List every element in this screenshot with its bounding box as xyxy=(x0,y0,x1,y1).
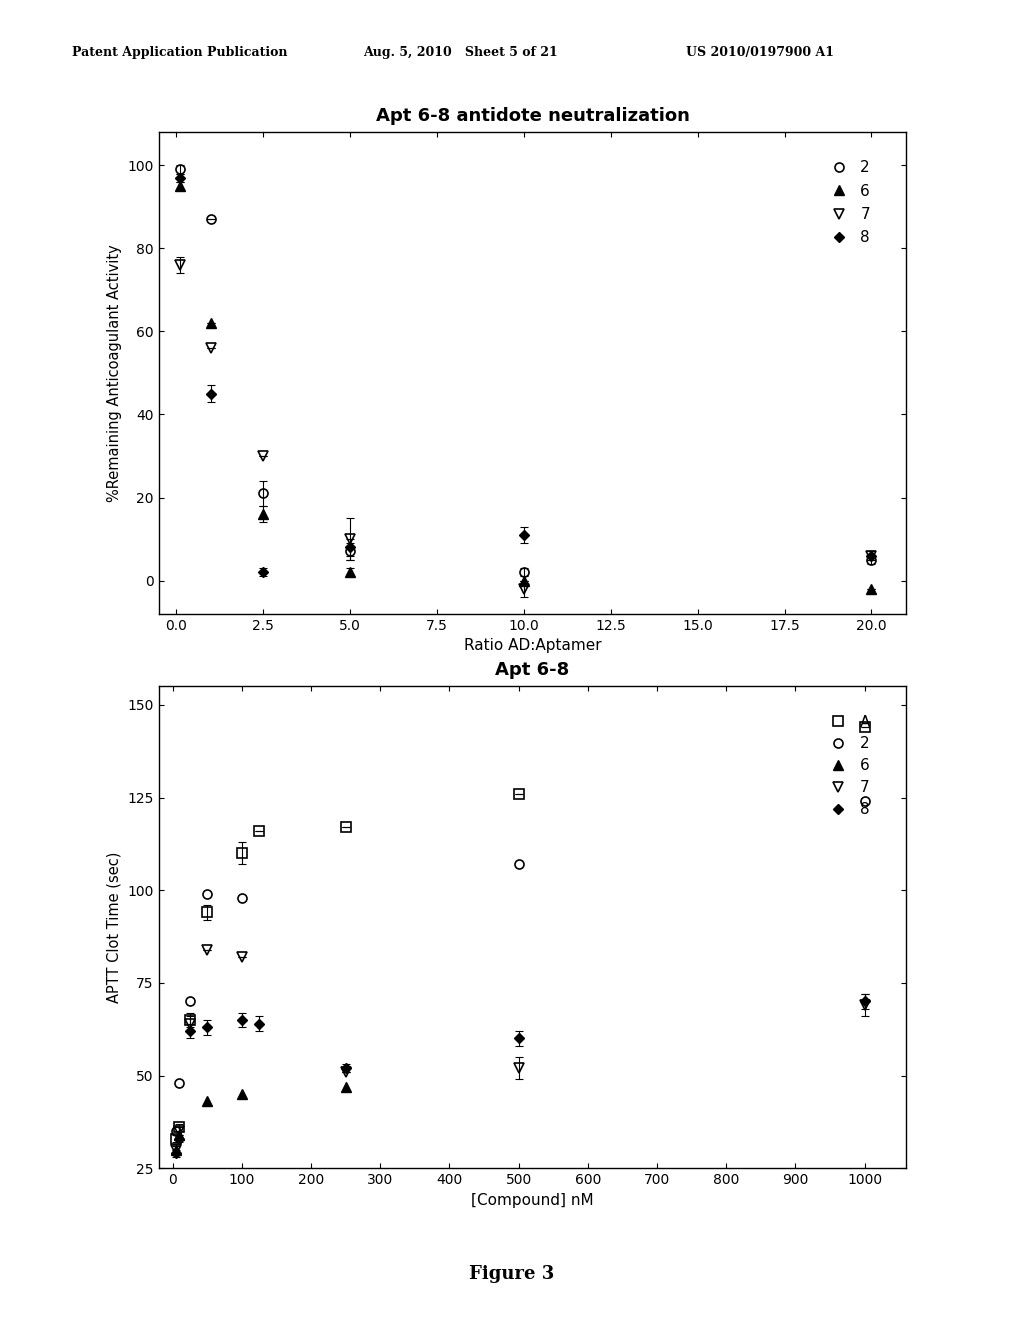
Title: Apt 6-8: Apt 6-8 xyxy=(496,661,569,680)
Text: Figure 3: Figure 3 xyxy=(469,1265,555,1283)
X-axis label: Ratio AD:Aptamer: Ratio AD:Aptamer xyxy=(464,638,601,653)
Title: Apt 6-8 antidote neutralization: Apt 6-8 antidote neutralization xyxy=(376,107,689,125)
Y-axis label: %Remaining Anticoagulant Activity: %Remaining Anticoagulant Activity xyxy=(106,244,122,502)
X-axis label: [Compound] nM: [Compound] nM xyxy=(471,1192,594,1208)
Legend: A, 2, 6, 7, 8: A, 2, 6, 7, 8 xyxy=(817,709,877,824)
Text: Patent Application Publication: Patent Application Publication xyxy=(72,46,287,59)
Y-axis label: APTT Clot Time (sec): APTT Clot Time (sec) xyxy=(106,851,122,1003)
Text: US 2010/0197900 A1: US 2010/0197900 A1 xyxy=(686,46,835,59)
Legend: 2, 6, 7, 8: 2, 6, 7, 8 xyxy=(817,154,877,252)
Text: Aug. 5, 2010   Sheet 5 of 21: Aug. 5, 2010 Sheet 5 of 21 xyxy=(364,46,558,59)
